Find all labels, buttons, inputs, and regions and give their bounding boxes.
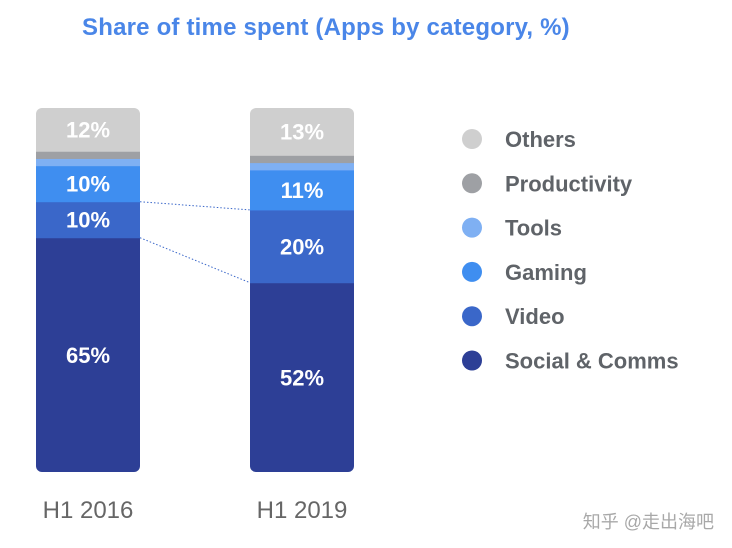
x-axis-label: H1 2016 — [43, 497, 134, 524]
legend-label: Social & Comms — [505, 349, 679, 374]
bar-value-label: 11% — [281, 178, 324, 203]
bar-segment-tools — [36, 158, 140, 167]
bar-value-label: 20% — [280, 234, 324, 259]
bar-value-label: 52% — [280, 365, 324, 390]
connector-line — [139, 201, 251, 211]
bar-segment-gaming — [36, 165, 140, 203]
legend-marker — [462, 261, 482, 282]
bar-segment-video — [36, 201, 140, 239]
bar-segment-productivity — [36, 151, 140, 159]
legend-marker — [462, 306, 482, 327]
legend-marker — [462, 173, 482, 194]
bar-value-label: 65% — [66, 343, 110, 368]
bar-segment-others — [250, 108, 354, 156]
legend-label: Tools — [505, 216, 562, 241]
bar-value-label: 10% — [66, 208, 110, 233]
bar-segment-tools — [250, 162, 354, 171]
legend: Others Productivity Tools Gaming Video Social… — [462, 127, 679, 374]
x-axis-label: H1 2019 — [257, 497, 348, 524]
bar-value-label: 10% — [66, 172, 110, 197]
bar-segment-gaming — [250, 169, 354, 211]
bar-segment-video — [250, 209, 354, 284]
legend-marker — [462, 350, 482, 371]
bar-segment-productivity — [250, 155, 354, 164]
legend-marker — [462, 129, 482, 149]
bar-segment-social-comms — [250, 282, 354, 472]
legend-label: Gaming — [505, 260, 587, 285]
x-axis-labels: H1 2016 H1 2019 — [43, 497, 348, 524]
legend-marker — [462, 217, 482, 238]
legend-label: Productivity — [505, 171, 633, 196]
connector-lines — [139, 201, 251, 284]
legend-label: Video — [505, 304, 565, 329]
legend-label: Others — [505, 127, 576, 152]
bar-value-labels: 65% 10% 10% 12% 52% 20% 11% 13% — [66, 118, 324, 391]
bar-value-label: 12% — [66, 118, 110, 143]
bar-1 — [250, 108, 354, 472]
bars — [36, 108, 354, 472]
chart-title: Share of time spent (Apps by category, %… — [82, 14, 570, 41]
bar-0 — [36, 108, 140, 472]
bar-value-label: 13% — [280, 120, 324, 145]
bar-segment-others — [36, 108, 140, 152]
watermark: 知乎 @走出海吧 — [582, 512, 714, 532]
connector-line — [139, 237, 251, 284]
bar-segment-social-comms — [36, 237, 140, 472]
